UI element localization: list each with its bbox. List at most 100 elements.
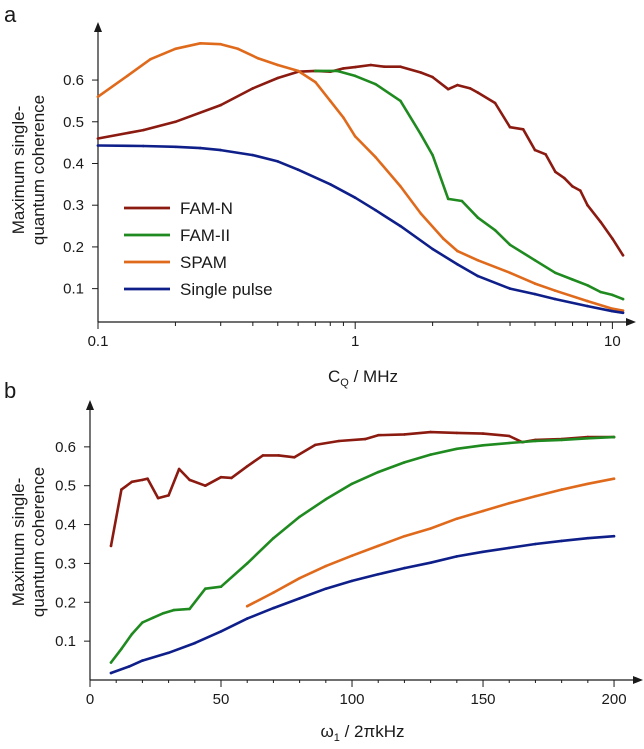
panel-a-x-tick-label: 1 xyxy=(351,333,359,350)
panel-a-data-point-fam-n xyxy=(342,67,345,70)
panel-b-y-axis-title-line1: Maximum single- xyxy=(9,478,28,606)
panel-a-data-point-fam-n xyxy=(563,176,566,180)
panel-b-series-line-fam-n xyxy=(109,430,616,548)
panel-b-x-tick-label: 100 xyxy=(340,691,365,708)
panel-a-data-point-fam-n xyxy=(468,87,472,90)
panel-a-data-point-fam-n xyxy=(419,71,423,74)
panel-b-data-point-fam-ii xyxy=(586,437,590,440)
panel-a-data-point-fam-ii xyxy=(335,69,339,73)
panel-a-data-point-fam-n xyxy=(476,91,480,94)
panel-a-data-point-single-pulse xyxy=(431,247,434,251)
panel-a-data-point-spam xyxy=(219,42,222,46)
panel-b-data-point-fam-n xyxy=(293,456,296,459)
panel-a-data-point-spam xyxy=(621,309,625,313)
panel-b-data-point-spam xyxy=(586,482,590,486)
panel-a-data-point-single-pulse xyxy=(142,144,145,148)
panel-a-data-point-spam xyxy=(554,289,557,293)
panel-b-data-point-fam-n xyxy=(188,478,191,482)
panel-a-data-point-single-pulse xyxy=(329,183,332,186)
panel-b-y-tick-label: 0.3 xyxy=(55,555,76,572)
panel-b-data-point-spam xyxy=(403,534,406,538)
panel-a-data-point-fam-ii xyxy=(508,243,512,247)
panel-a-data-point-single-pulse xyxy=(276,160,280,163)
panel-b-series-line-single-pulse xyxy=(109,534,616,675)
panel-a-data-point-fam-n xyxy=(586,203,589,207)
panel-a-data-point-spam xyxy=(236,47,240,51)
panel-a-legend-item-fam-n: FAM-N xyxy=(124,199,233,218)
panel-b-y-tick-label: 0.2 xyxy=(55,594,76,611)
panel-a-data-point-fam-ii xyxy=(621,297,625,301)
panel-a-data-point-spam xyxy=(586,299,589,303)
panel-b-data-point-spam xyxy=(245,604,249,608)
panel-b-data-point-fam-n xyxy=(314,443,317,447)
panel-a-x-axis-title-unit: / MHz xyxy=(349,367,398,386)
panel-a-legend: FAM-N FAM-II SPAM Single pulse xyxy=(124,199,273,299)
panel-b-data-point-single-pulse xyxy=(586,536,590,540)
panel-a-data-point-spam xyxy=(257,57,260,60)
panel-a-data-point-fam-n xyxy=(446,87,450,91)
panel-b-data-point-single-pulse xyxy=(403,566,406,570)
panel-b-data-point-fam-ii xyxy=(109,661,113,664)
panel-b-x-axis-title-sub: 1 xyxy=(334,732,340,744)
panel-a-data-point-spam xyxy=(508,271,512,275)
panel-a-y-tick-label: 0.6 xyxy=(63,72,84,89)
panel-b-data-point-fam-n xyxy=(337,439,341,443)
panel-b-x-tick-label: 200 xyxy=(602,691,627,708)
panel-a-data-point-fam-ii xyxy=(611,293,614,297)
panel-a-x-axis-title-sub: Q xyxy=(340,377,349,389)
panel-b-y-tick-label: 0.4 xyxy=(55,517,76,534)
panel-b-data-point-fam-n xyxy=(120,488,123,491)
panel-a-series-line-fam-ii xyxy=(314,69,625,301)
panel-b-data-point-fam-n xyxy=(403,433,406,436)
panel-b-data-point-fam-ii xyxy=(162,611,165,615)
panel-a-data-point-fam-n xyxy=(533,148,537,152)
panel-b-x-axis-title: ω1 / 2πkHz xyxy=(320,722,404,744)
panel-b-data-point-single-pulse xyxy=(219,630,223,633)
panel-a-data-point-fam-n xyxy=(456,83,459,87)
panel-a-data-point-single-pulse xyxy=(353,196,357,199)
panel-b-data-point-spam xyxy=(376,544,380,548)
panel-b-data-point-single-pulse xyxy=(272,606,275,610)
panel-a-x-axis-title-main: C xyxy=(328,367,340,386)
panel-a-data-point-single-pulse xyxy=(219,148,222,152)
panel-b-chart: b 0 50 100 150 200 0.1 0.2 0.3 0.4 0.5 0.6 ω1 / 2πk… xyxy=(4,378,643,744)
panel-b-data-point-fam-n xyxy=(455,431,459,435)
panel-b-data-point-single-pulse xyxy=(324,587,328,590)
panel-b-data-point-fam-n xyxy=(167,494,170,497)
panel-a-data-point-spam xyxy=(399,185,402,188)
panel-b-data-point-fam-n xyxy=(130,480,134,484)
panel-a-legend-label-fam-n: FAM-N xyxy=(180,199,233,218)
panel-a-data-point-fam-n xyxy=(369,63,373,67)
panel-b-data-point-fam-ii xyxy=(429,453,432,456)
panel-a-data-point-spam xyxy=(126,74,129,78)
panel-a-data-point-fam-n xyxy=(353,65,357,69)
panel-b-data-point-fam-n xyxy=(277,454,281,457)
panel-a-series-spam xyxy=(96,42,625,313)
panel-a-series-line-fam-n xyxy=(96,63,625,257)
panel-a-label: a xyxy=(4,2,17,27)
panel-a-series-single-pulse xyxy=(96,144,625,315)
panel-a-data-point-spam xyxy=(96,95,100,98)
panel-a-data-point-spam xyxy=(314,80,317,84)
panel-a-y-tick-label: 0.5 xyxy=(63,114,84,131)
panel-b-x-tick-label: 150 xyxy=(471,691,496,708)
panel-b-data-point-single-pulse xyxy=(612,534,616,538)
panel-a-data-point-fam-n xyxy=(579,189,582,192)
panel-b-data-point-single-pulse xyxy=(429,561,432,564)
panel-a-y-tick-label: 0.1 xyxy=(63,281,84,298)
panel-a-data-point-fam-n xyxy=(399,65,402,68)
panel-b-data-point-single-pulse xyxy=(560,539,563,543)
panel-a-data-point-fam-n xyxy=(611,237,614,240)
panel-a-x-axis-arrow xyxy=(626,318,636,326)
panel-b-data-point-fam-ii xyxy=(245,562,249,565)
panel-a-data-point-single-pulse xyxy=(399,224,402,228)
panel-b-data-point-spam xyxy=(429,527,432,530)
panel-a-series-fam-n xyxy=(96,63,625,257)
panel-b-data-point-single-pulse xyxy=(350,579,354,583)
panel-a-data-point-single-pulse xyxy=(533,292,537,296)
panel-a-data-point-fam-n xyxy=(431,75,434,79)
panel-b-data-point-fam-n xyxy=(230,476,233,480)
panel-b-data-point-spam xyxy=(455,517,459,520)
panel-a-data-point-fam-n xyxy=(142,128,145,132)
panel-a-legend-label-single-pulse: Single pulse xyxy=(180,280,273,299)
